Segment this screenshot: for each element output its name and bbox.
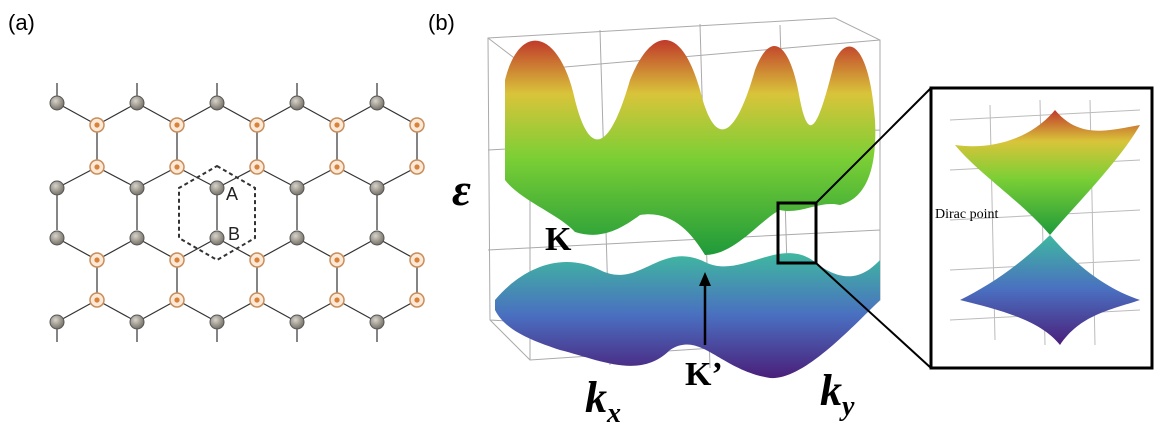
atom xyxy=(290,231,304,245)
atom-core xyxy=(254,297,259,302)
atom-core xyxy=(334,122,339,127)
atom-core xyxy=(334,257,339,262)
atom-core xyxy=(94,164,99,169)
atom-core xyxy=(254,122,259,127)
atom xyxy=(50,231,64,245)
atom-core xyxy=(94,122,99,127)
atom-core xyxy=(334,297,339,302)
atom xyxy=(290,315,304,329)
honeycomb-lattice xyxy=(50,83,424,342)
site-label: B xyxy=(228,224,240,244)
atom-core xyxy=(174,257,179,262)
atom-core xyxy=(414,297,419,302)
atom-core xyxy=(414,164,419,169)
atom xyxy=(50,96,64,110)
atom-core xyxy=(414,122,419,127)
panel-label: (a) xyxy=(8,10,35,35)
point-label: K xyxy=(545,221,572,258)
atom-core xyxy=(254,257,259,262)
atom-core xyxy=(174,122,179,127)
atom xyxy=(130,315,144,329)
atom-core xyxy=(414,257,419,262)
atom xyxy=(290,181,304,195)
atom xyxy=(210,231,224,245)
axis-subscript: y xyxy=(839,391,855,422)
axis-subscript: x xyxy=(606,398,621,428)
atom xyxy=(210,181,224,195)
axis-label: ky xyxy=(820,366,855,422)
atom xyxy=(370,231,384,245)
atom-core xyxy=(94,297,99,302)
atom-core xyxy=(94,257,99,262)
atom xyxy=(130,181,144,195)
figure: (a) A K B (b) ε K K’ kx ky Dirac point xyxy=(0,0,1158,428)
atom xyxy=(210,96,224,110)
atom-core xyxy=(254,164,259,169)
panel-label: (b) xyxy=(428,10,455,35)
atom-core xyxy=(174,297,179,302)
atom xyxy=(130,231,144,245)
atom xyxy=(50,315,64,329)
atom xyxy=(290,96,304,110)
atom-core xyxy=(334,164,339,169)
atom xyxy=(210,315,224,329)
axis-label: ε xyxy=(452,164,471,215)
inset-label: Dirac point xyxy=(935,207,998,222)
atom xyxy=(370,181,384,195)
atom xyxy=(370,315,384,329)
axis-label: k xyxy=(585,373,607,422)
point-label: K’ xyxy=(685,356,723,393)
atom xyxy=(370,96,384,110)
axis-label: kx xyxy=(585,373,621,428)
site-label: A xyxy=(226,184,238,204)
axis-label: k xyxy=(820,366,842,415)
atom xyxy=(50,181,64,195)
atom xyxy=(130,96,144,110)
atom-core xyxy=(174,164,179,169)
